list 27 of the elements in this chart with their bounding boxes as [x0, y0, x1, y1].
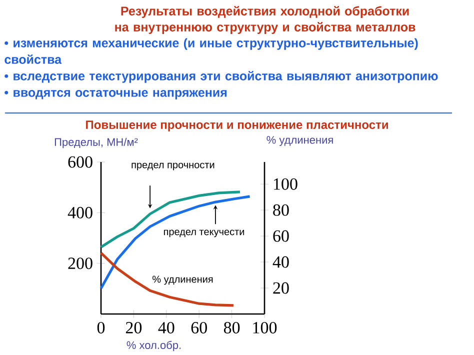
- line-series: [100, 195, 252, 290]
- chart-title: Результаты воздействия холодной обработки на внутреннюю структуру и свойства металлов: [115, 6, 416, 34]
- text: • вследствие текстурирования эти свойства выявляют анизотропию: [4, 70, 438, 83]
- y-axis-title: Пределы, МН/м²: [54, 138, 138, 148]
- text: • вводятся остаточные напряжения: [4, 90, 227, 100]
- y-tick-label: 200: [68, 258, 92, 270]
- series-label: % удлинения: [152, 276, 213, 285]
- y2-axis-title: % удлинения: [266, 136, 333, 146]
- x-tick-label: 20: [126, 322, 142, 334]
- y-tick-label: 400: [68, 206, 92, 218]
- y2-tick-label: 100: [274, 178, 298, 190]
- chart-subtitle: Повышение прочности и понижение пластичности: [86, 120, 388, 132]
- text: • изменяются механические (и иные структурно-чувствительные) свойства: [4, 38, 418, 64]
- y2-tick-label: 80: [273, 204, 289, 216]
- x-tick-label: 80: [224, 322, 240, 334]
- y2-tick-label: 60: [273, 230, 289, 242]
- x-tick-label: 100: [253, 322, 277, 334]
- text: предел прочности: [132, 162, 214, 170]
- x-tick-label: 40: [158, 322, 174, 334]
- y-tick-label: 600: [68, 156, 92, 168]
- y2-tick-label: 40: [272, 256, 289, 268]
- y2-tick-label: 20: [273, 282, 289, 294]
- x-tick-label: 60: [191, 322, 207, 334]
- x-axis-title: % хол.обр.: [126, 340, 181, 352]
- line-series: [100, 252, 235, 307]
- series-label: предел текучести: [164, 230, 244, 238]
- x-tick-label: 0: [97, 322, 105, 334]
